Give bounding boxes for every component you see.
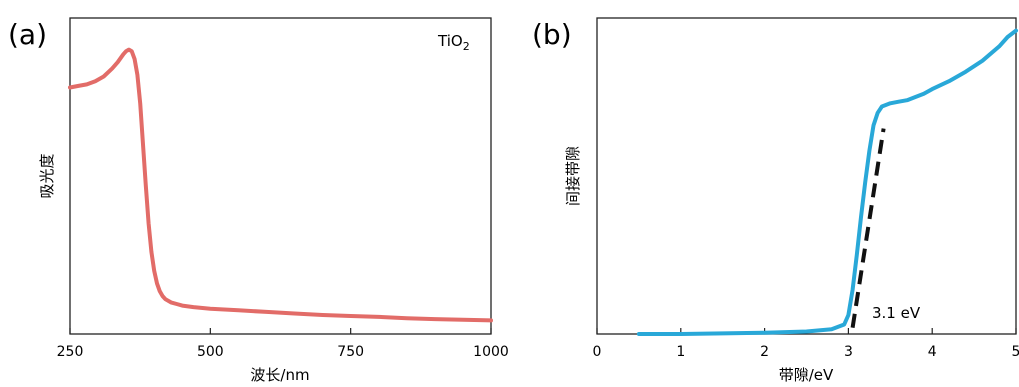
panel-a: (a) 250 500 750 1000 波长/nm 吸光度 TiO2 — [8, 17, 509, 384]
panel-a-series-group — [68, 47, 493, 323]
panel-b-x-tick-label: 1 — [676, 344, 685, 360]
panel-b-x-tick-label: 0 — [593, 344, 602, 360]
panel-a-x-tick-label: 1000 — [473, 344, 509, 360]
panel-b-x-tick-label: 3 — [844, 344, 853, 360]
panel-a-x-tick-label: 250 — [57, 344, 84, 360]
panel-b-y-axis-title: 间接带隙 — [564, 146, 582, 206]
panel-b-series-line-1 — [636, 28, 1018, 336]
panel-b-fit-line — [850, 128, 886, 328]
panel-b: (b) 0 1 2 3 4 5 带隙/eV 间接带隙 3.1 eV — [532, 17, 1019, 384]
panel-a-x-tick-label: 500 — [197, 344, 224, 360]
panel-a-x-tick-label: 750 — [337, 344, 364, 360]
panel-b-x-tick-label: 2 — [760, 344, 769, 360]
panel-b-plot-frame — [596, 17, 1017, 335]
panel-a-series-line-1 — [68, 47, 493, 323]
panel-b-x-axis-title: 带隙/eV — [779, 366, 834, 384]
panel-a-label: (a) — [8, 18, 47, 51]
panel-a-x-axis: 250 500 750 1000 — [57, 328, 509, 360]
panel-a-plot-frame — [69, 17, 492, 335]
panel-b-bandgap-annotation: 3.1 eV — [872, 304, 921, 322]
panel-b-x-tick-label: 4 — [928, 344, 937, 360]
panel-a-sample-label: TiO2 — [437, 32, 470, 53]
panel-a-y-axis-title: 吸光度 — [38, 153, 56, 198]
panel-a-x-axis-title: 波长/nm — [250, 366, 309, 384]
panel-b-x-tick-label: 5 — [1012, 344, 1019, 360]
panel-b-series-group — [636, 28, 1018, 336]
panel-b-label: (b) — [532, 18, 572, 51]
